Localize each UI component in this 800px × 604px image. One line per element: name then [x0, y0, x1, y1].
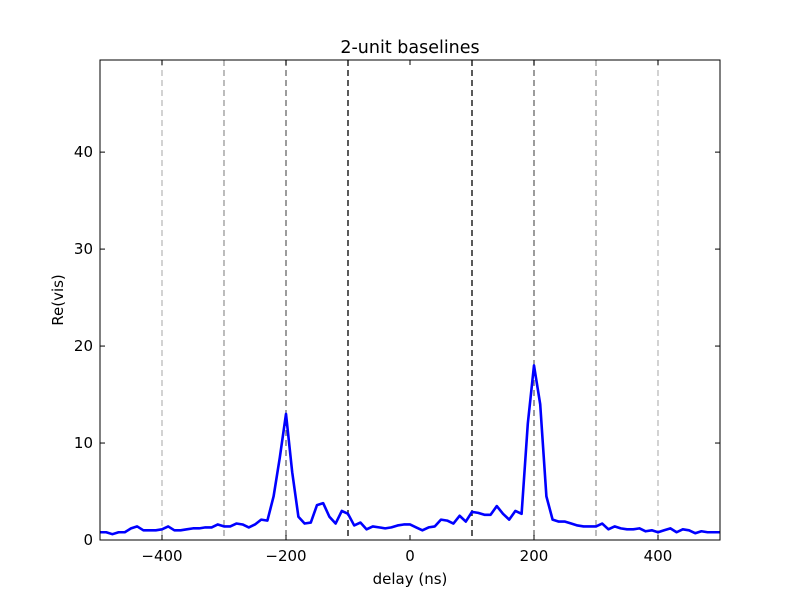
x-tick-label: −400	[141, 547, 182, 565]
series-layer	[100, 364, 720, 536]
series-line	[100, 364, 720, 536]
chart-title: 2-unit baselines	[340, 38, 479, 58]
reference-lines	[161, 60, 659, 540]
x-tick-label: −200	[265, 547, 306, 565]
y-tick-label: 0	[83, 531, 93, 549]
y-tick-label: 10	[74, 434, 93, 452]
x-axis-label: delay (ns)	[373, 570, 448, 588]
y-axis-label: Re(vis)	[49, 274, 67, 326]
x-tick-label: 0	[405, 547, 415, 565]
y-tick-label: 40	[74, 143, 93, 161]
axis-ticks: −400 −200 0 200 400 0 10 20 30 40	[74, 60, 720, 565]
y-tick-label: 30	[74, 240, 93, 258]
x-tick-label: 200	[520, 547, 549, 565]
y-tick-label: 20	[74, 337, 93, 355]
plot-area-frame	[99, 59, 721, 541]
x-tick-label: 400	[644, 547, 673, 565]
